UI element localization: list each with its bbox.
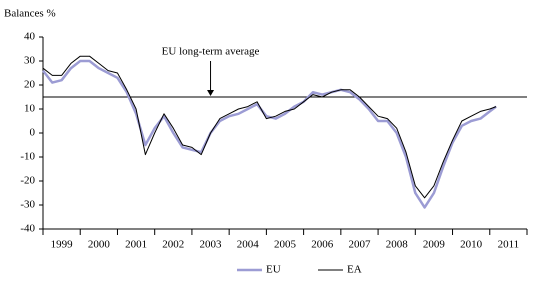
y-tick-label: 40 xyxy=(24,31,36,43)
y-tick-label: -40 xyxy=(20,223,35,235)
series-line xyxy=(42,59,497,209)
reference-label: EU long-term average xyxy=(162,46,260,58)
x-tick-label: 2003 xyxy=(200,239,223,251)
x-tick-label: 2006 xyxy=(311,239,334,251)
legend-label: EA xyxy=(347,264,362,276)
y-tick-label: -30 xyxy=(20,199,35,211)
y-tick-label: 10 xyxy=(24,103,36,115)
x-tick-label: 2005 xyxy=(274,239,297,251)
x-tick-label: 2002 xyxy=(162,239,184,251)
x-tick-label: 2010 xyxy=(460,239,483,251)
y-axis-label: Balances % xyxy=(4,8,56,20)
y-tick-label: 30 xyxy=(24,55,36,67)
y-tick-label: 20 xyxy=(24,79,36,91)
x-tick-label: 1999 xyxy=(51,239,74,251)
x-tick-label: 2008 xyxy=(386,239,409,251)
y-tick-label: -20 xyxy=(20,175,35,187)
y-tick-label: 0 xyxy=(30,127,36,139)
x-tick-label: 2004 xyxy=(237,239,260,251)
x-tick-label: 2000 xyxy=(88,239,111,251)
y-tick-label: -10 xyxy=(20,151,35,163)
x-tick-label: 2011 xyxy=(498,239,520,251)
series-line xyxy=(42,55,497,199)
x-tick-label: 2001 xyxy=(125,239,147,251)
legend-label: EU xyxy=(266,264,281,276)
x-tick-label: 2007 xyxy=(348,239,371,251)
x-tick-label: 2009 xyxy=(423,239,446,251)
reference-arrowhead xyxy=(207,90,215,96)
